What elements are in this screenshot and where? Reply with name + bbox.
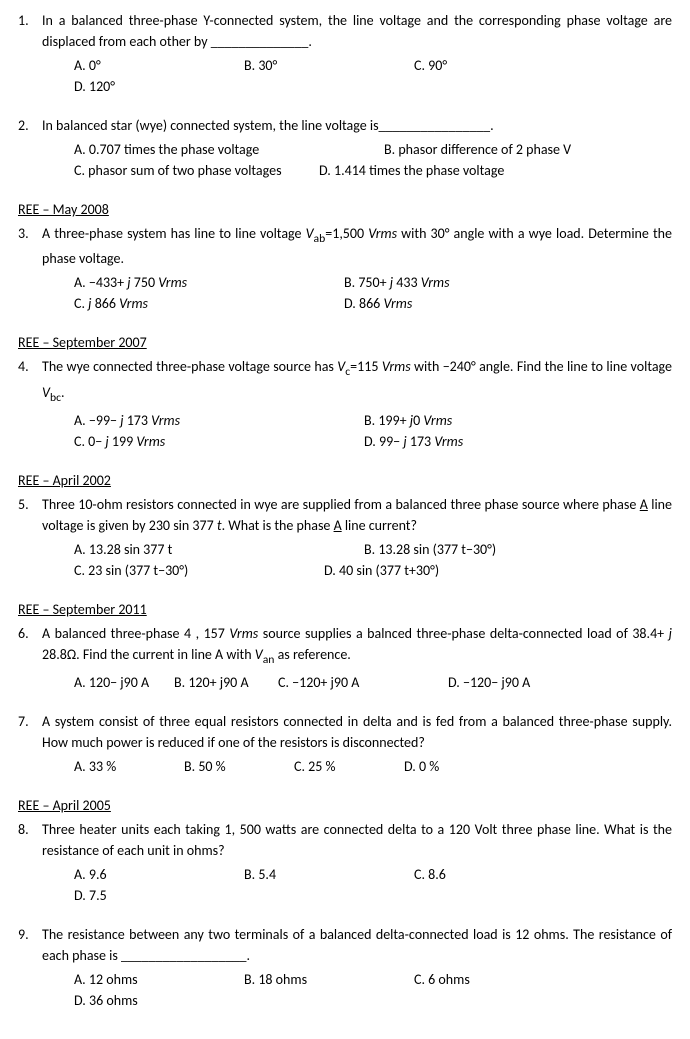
question-number: 2.: [18, 115, 42, 136]
option: A. 9.6: [74, 864, 244, 885]
option: B. 13.28 sin (377 t−30°): [364, 539, 614, 560]
option: D. −120− j90 A: [448, 672, 588, 693]
option: B. 50 %: [184, 756, 294, 777]
option: B. 5.4: [244, 864, 414, 885]
option: D. 1.414 times the phase voltage: [319, 160, 599, 181]
section-header: REE – May 2008: [18, 199, 672, 220]
option: A. 33 %: [74, 756, 184, 777]
question-stem: 6.A balanced three-phase 4 , 157 Vrms so…: [18, 623, 672, 669]
question-text: In balanced star (wye) connected system,…: [42, 115, 672, 136]
question-text: Three heater units each taking 1, 500 wa…: [42, 819, 672, 861]
option: A. 0.707 times the phase voltage: [74, 139, 384, 160]
question-stem: 7.A system consist of three equal resist…: [18, 711, 672, 753]
question-stem: 1.In a balanced three-phase Y-connected …: [18, 10, 672, 52]
option: B. 120+ j90 A: [174, 672, 278, 693]
options-block: A. 0.707 times the phase voltageB. phaso…: [18, 139, 672, 181]
question: 3.A three-phase system has line to line …: [18, 223, 672, 314]
question-number: 4.: [18, 356, 42, 407]
option: C. 25 %: [294, 756, 404, 777]
question: 4.The wye connected three-phase voltage …: [18, 356, 672, 452]
question-number: 7.: [18, 711, 42, 753]
option: D. 99− j 173 Vrms: [364, 431, 614, 452]
option: B. phasor difference of 2 phase V: [384, 139, 664, 160]
question: 9.The resistance between any two termina…: [18, 924, 672, 1011]
option: C. −120+ j90 A: [278, 672, 448, 693]
section-header: REE – September 2007: [18, 332, 672, 353]
option: D. 120°: [74, 76, 214, 97]
option: B. 199+ j0 Vrms: [364, 410, 614, 431]
option: D. 7.5: [74, 885, 214, 906]
option: C. 90°: [414, 55, 584, 76]
option: A. −433+ j 750 Vrms: [74, 272, 344, 293]
question: 1.In a balanced three-phase Y-connected …: [18, 10, 672, 97]
section-header: REE – April 2005: [18, 795, 672, 816]
question: 7.A system consist of three equal resist…: [18, 711, 672, 777]
option: D. 40 sin (377 t+30°): [324, 560, 574, 581]
question: 8.Three heater units each taking 1, 500 …: [18, 819, 672, 906]
option: C. 6 ohms: [414, 969, 584, 990]
option: A. −99− j 173 Vrms: [74, 410, 364, 431]
question-number: 3.: [18, 223, 42, 269]
option: A. 120− j90 A: [74, 672, 174, 693]
question-text: A three-phase system has line to line vo…: [42, 223, 672, 269]
question-stem: 2.In balanced star (wye) connected syste…: [18, 115, 672, 136]
option: A. 12 ohms: [74, 969, 244, 990]
question-text: A system consist of three equal resistor…: [42, 711, 672, 753]
question-stem: 3.A three-phase system has line to line …: [18, 223, 672, 269]
question-text: A balanced three-phase 4 , 157 Vrms sour…: [42, 623, 672, 669]
options-block: A. 0°B. 30°C. 90° D. 120°: [18, 55, 672, 97]
options-block: A. −99− j 173 VrmsB. 199+ j0 VrmsC. 0− j…: [18, 410, 672, 452]
question: 6.A balanced three-phase 4 , 157 Vrms so…: [18, 623, 672, 693]
section-header: REE – September 2011: [18, 599, 672, 620]
options-block: A. 13.28 sin 377 tB. 13.28 sin (377 t−30…: [18, 539, 672, 581]
options-block: A. 12 ohmsB. 18 ohmsC. 6 ohms D. 36 ohms: [18, 969, 672, 1011]
question-text: The wye connected three-phase voltage so…: [42, 356, 672, 407]
question: 2.In balanced star (wye) connected syste…: [18, 115, 672, 181]
question-text: Three 10-ohm resistors connected in wye …: [42, 494, 672, 536]
question: 5.Three 10-ohm resistors connected in wy…: [18, 494, 672, 581]
question-number: 5.: [18, 494, 42, 536]
option: B. 750+ j 433 Vrms: [344, 272, 594, 293]
option: D. 0 %: [404, 756, 514, 777]
option: D. 36 ohms: [74, 990, 214, 1011]
options-block: A. 120− j90 A B. 120+ j90 A C. −120+ j90…: [18, 672, 672, 693]
options-block: A. 33 %B. 50 %C. 25 %D. 0 %: [18, 756, 672, 777]
options-block: A. 9.6B. 5.4C. 8.6 D. 7.5: [18, 864, 672, 906]
question-stem: 4.The wye connected three-phase voltage …: [18, 356, 672, 407]
question-stem: 8.Three heater units each taking 1, 500 …: [18, 819, 672, 861]
option: C. phasor sum of two phase voltages: [74, 160, 319, 181]
option: C. 8.6: [414, 864, 584, 885]
question-text: The resistance between any two terminals…: [42, 924, 672, 966]
question-number: 8.: [18, 819, 42, 861]
question-stem: 9.The resistance between any two termina…: [18, 924, 672, 966]
question-text: In a balanced three-phase Y-connected sy…: [42, 10, 672, 52]
option: A. 13.28 sin 377 t: [74, 539, 364, 560]
option: B. 18 ohms: [244, 969, 414, 990]
option: A. 0°: [74, 55, 244, 76]
option: C. 23 sin (377 t−30°): [74, 560, 324, 581]
question-number: 1.: [18, 10, 42, 52]
document-body: 1.In a balanced three-phase Y-connected …: [18, 10, 672, 1011]
question-number: 9.: [18, 924, 42, 966]
question-stem: 5.Three 10-ohm resistors connected in wy…: [18, 494, 672, 536]
section-header: REE – April 2002: [18, 470, 672, 491]
option: C. 0− j 199 Vrms: [74, 431, 364, 452]
option: B. 30°: [244, 55, 414, 76]
options-block: A. −433+ j 750 VrmsB. 750+ j 433 VrmsC. …: [18, 272, 672, 314]
question-number: 6.: [18, 623, 42, 669]
option: D. 866 Vrms: [344, 293, 594, 314]
option: C. j 866 Vrms: [74, 293, 344, 314]
